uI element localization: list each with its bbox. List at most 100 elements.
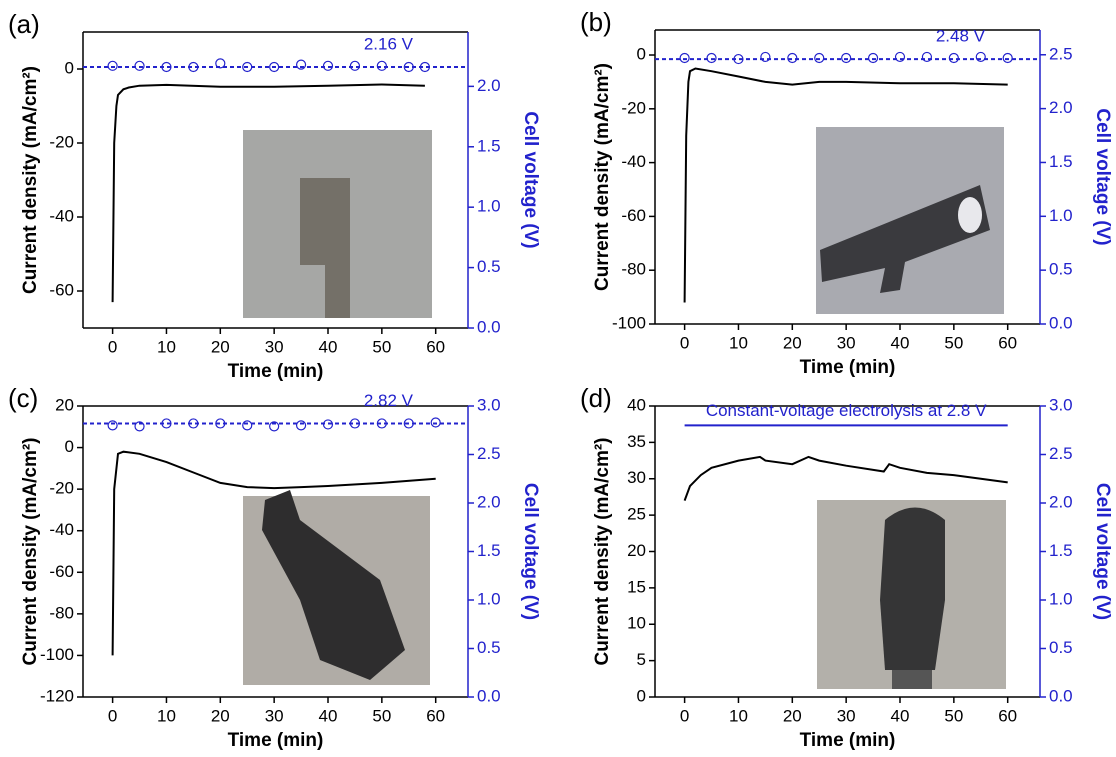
- y2-tick-label: 1.5: [477, 136, 501, 155]
- voltage-marker: [242, 61, 253, 73]
- y2-tick-label: 2.5: [477, 444, 501, 463]
- y2-tick-label: 0.0: [1049, 686, 1073, 705]
- y2-tick-label: 0.0: [477, 686, 501, 705]
- voltage-marker: [322, 419, 334, 430]
- x-tick-label: 40: [319, 706, 338, 725]
- y2-axis-label: Cell voltage (V): [520, 483, 541, 620]
- x-tick-label: 0: [680, 706, 689, 725]
- voltage-marker: [760, 51, 771, 63]
- y-tick-label: 25: [627, 505, 646, 524]
- voltage-marker: [948, 52, 959, 64]
- voltage-marker: [188, 418, 199, 429]
- y-tick-label: 40: [627, 395, 646, 414]
- x-axis-label: Time (min): [228, 361, 324, 382]
- x-tick-label: 10: [729, 706, 748, 725]
- x-tick-label: 20: [211, 706, 230, 725]
- y-tick-label: 20: [55, 395, 74, 414]
- current-line: [683, 67, 1008, 303]
- voltage-marker: [161, 418, 172, 429]
- y2-tick-label: 1.5: [1049, 152, 1073, 171]
- y-tick-label: -60: [49, 280, 74, 299]
- voltage-marker: [679, 52, 690, 64]
- x-tick-label: 40: [891, 333, 910, 352]
- voltage-marker: [107, 420, 118, 431]
- x-tick-label: 60: [998, 333, 1017, 352]
- y-tick-label: -120: [40, 686, 74, 705]
- inset-photo: [243, 127, 1006, 689]
- current-line: [111, 450, 436, 656]
- x-tick-label: 60: [426, 337, 445, 356]
- y-tick-label: 0: [65, 437, 74, 456]
- panel-label: (a): [8, 9, 40, 39]
- y-axis-label: Current density (mA/cm²): [592, 63, 613, 291]
- y-axis-label: Current density (mA/cm²): [20, 66, 41, 294]
- y2-axis-label: Cell voltage (V): [520, 111, 541, 248]
- voltage-marker: [403, 61, 414, 73]
- x-tick-label: 50: [944, 706, 963, 725]
- current-line: [683, 455, 1008, 501]
- y2-axis-label: Cell voltage (V): [1092, 483, 1113, 620]
- y2-tick-label: 0.0: [477, 317, 501, 336]
- voltage-marker: [269, 421, 280, 432]
- voltage-marker: [161, 61, 172, 73]
- y-tick-label: -100: [612, 313, 646, 332]
- x-tick-label: 30: [265, 337, 284, 356]
- y-tick-label: -100: [40, 645, 74, 664]
- voltage-marker: [215, 58, 226, 69]
- x-tick-label: 20: [783, 333, 802, 352]
- voltage-marker: [787, 52, 798, 64]
- x-tick-label: 20: [783, 706, 802, 725]
- y-tick-label: 0: [65, 58, 74, 77]
- voltage-marker: [269, 61, 280, 73]
- y-tick-label: -20: [49, 132, 74, 151]
- voltage-label: 2.16 V: [364, 35, 414, 54]
- x-tick-label: 60: [998, 706, 1017, 725]
- x-tick-label: 30: [837, 333, 856, 352]
- voltage-marker: [975, 51, 986, 63]
- panel-label: (b): [580, 7, 612, 37]
- x-axis-label: Time (min): [800, 357, 896, 378]
- y2-tick-label: 2.0: [1049, 98, 1073, 117]
- voltage-marker: [1002, 52, 1013, 64]
- voltage-marker: [419, 61, 431, 73]
- y-tick-label: -20: [621, 98, 646, 117]
- panel-label: (d): [580, 383, 612, 413]
- x-tick-label: 40: [319, 337, 338, 356]
- y-tick-label: 15: [627, 577, 646, 596]
- x-tick-label: 10: [729, 333, 748, 352]
- voltage-marker: [733, 53, 744, 65]
- y2-tick-label: 0.5: [477, 638, 501, 657]
- x-axis-label: Time (min): [228, 730, 324, 751]
- x-tick-label: 50: [372, 337, 391, 356]
- y-tick-label: 0: [637, 44, 646, 63]
- y-tick-label: -40: [49, 206, 74, 225]
- x-tick-label: 60: [426, 706, 445, 725]
- y2-tick-label: 2.0: [477, 492, 501, 511]
- voltage-marker: [867, 52, 879, 64]
- voltage-label: 2.82 V: [364, 391, 414, 410]
- y2-tick-label: 1.0: [1049, 589, 1073, 608]
- x-tick-label: 50: [944, 333, 963, 352]
- y-tick-label: 30: [627, 468, 646, 487]
- y2-tick-label: 2.5: [1049, 44, 1073, 63]
- voltage-marker: [295, 420, 307, 431]
- x-tick-label: 10: [157, 706, 176, 725]
- voltage-marker: [349, 60, 361, 71]
- voltage-marker: [134, 60, 145, 71]
- y-tick-label: 5: [637, 650, 646, 669]
- y-tick-label: -80: [49, 603, 74, 622]
- voltage-marker: [376, 60, 387, 71]
- y2-tick-label: 1.0: [477, 197, 501, 216]
- y-tick-label: -80: [621, 260, 646, 279]
- voltage-marker: [215, 418, 226, 429]
- x-tick-label: 30: [265, 706, 284, 725]
- voltage-marker: [921, 51, 933, 63]
- x-tick-label: 40: [891, 706, 910, 725]
- voltage-marker: [430, 417, 441, 428]
- y2-tick-label: 1.0: [1049, 206, 1073, 225]
- y-tick-label: -60: [621, 206, 646, 225]
- panel-label: (c): [8, 383, 38, 413]
- y2-tick-label: 0.5: [1049, 638, 1073, 657]
- x-tick-label: 10: [157, 337, 176, 356]
